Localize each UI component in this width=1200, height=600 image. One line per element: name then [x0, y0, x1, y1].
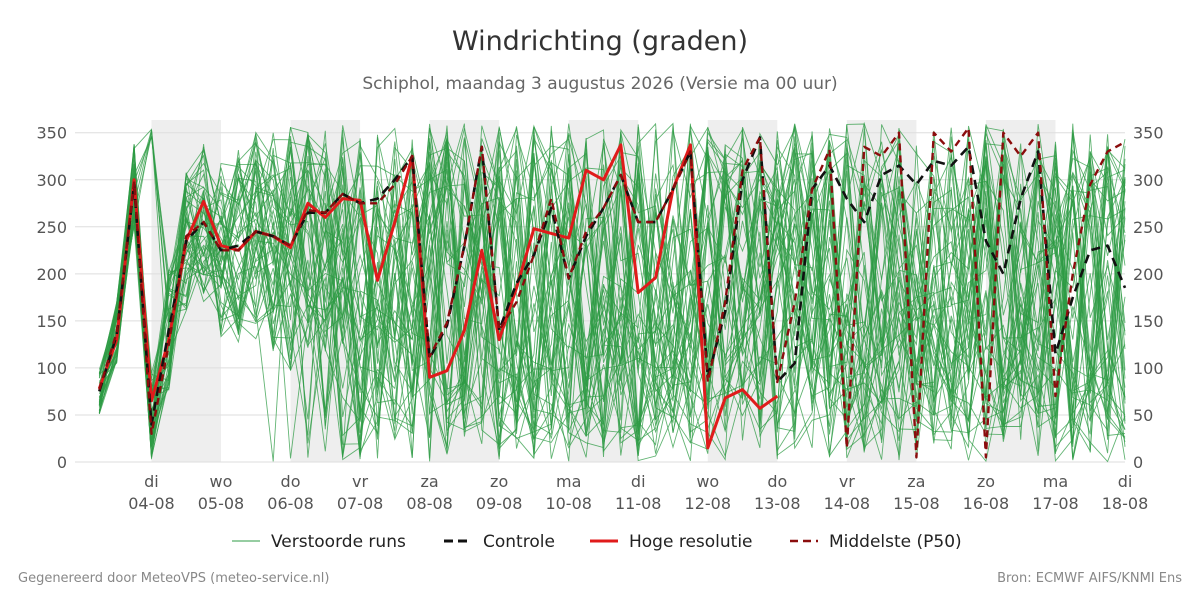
ensemble-member-44 — [98, 125, 1126, 458]
legend-label-control: Controle — [483, 532, 555, 552]
x-tick-date-07-08: 07-08 — [337, 494, 384, 513]
y-tick-left-250: 250 — [36, 218, 67, 237]
x-tick-day-04-08: di — [144, 472, 159, 491]
y-tick-left-100: 100 — [36, 359, 67, 378]
x-tick-date-10-08: 10-08 — [545, 494, 592, 513]
ensemble-member-47 — [98, 126, 1126, 459]
y-tick-right-50: 50 — [1133, 406, 1153, 425]
ensemble-member-38 — [98, 123, 1126, 442]
y-tick-right-300: 300 — [1133, 171, 1164, 190]
x-tick-day-08-08: za — [421, 472, 439, 491]
y-tick-right-0: 0 — [1133, 453, 1143, 472]
ensemble-member-49 — [98, 139, 1126, 460]
x-tick-day-17-08: ma — [1043, 472, 1068, 491]
x-tick-day-10-08: ma — [556, 472, 581, 491]
legend-label-ensemble: Verstoorde runs — [271, 532, 406, 552]
y-tick-left-50: 50 — [47, 406, 67, 425]
x-tick-date-05-08: 05-08 — [198, 494, 245, 513]
y-tick-left-150: 150 — [36, 312, 67, 331]
footer-source: Bron: ECMWF AIFS/KNMI Ens — [997, 571, 1182, 586]
legend: Verstoorde runs Controle Hoge resolutie Mid… — [232, 532, 962, 552]
x-tick-date-04-08: 04-08 — [128, 494, 175, 513]
ensemble-member-42 — [98, 131, 1126, 443]
ensemble-member-48 — [98, 128, 1126, 461]
series-high-resolution — [97, 143, 779, 450]
ensemble-member-37 — [98, 130, 1126, 450]
y-tick-right-350: 350 — [1133, 124, 1164, 143]
y-tick-right-250: 250 — [1133, 218, 1164, 237]
x-tick-day-12-08: wo — [696, 472, 719, 491]
x-tick-date-17-08: 17-08 — [1032, 494, 1079, 513]
y-axis-ticks: 0 0 50 50 100 100 150 150 200 200 250 250 300 300 350 3… — [36, 124, 1163, 472]
series-control — [98, 136, 1127, 426]
x-tick-date-06-08: 06-08 — [267, 494, 314, 513]
legend-label-median: Middelste (P50) — [829, 532, 962, 552]
ensemble-member-4 — [98, 135, 1126, 447]
x-tick-day-15-08: za — [907, 472, 925, 491]
ensemble-member-50 — [98, 128, 1126, 461]
x-tick-day-11-08: di — [631, 472, 646, 491]
x-tick-day-05-08: wo — [210, 472, 233, 491]
x-tick-day-14-08: vr — [839, 472, 855, 491]
chart-subtitle: Schiphol, maandag 3 augustus 2026 (Versi… — [362, 74, 837, 94]
ensemble-member-31 — [98, 135, 1126, 433]
footer-generated-by: Gegenereerd door MeteoVPS (meteo-service… — [18, 571, 330, 586]
x-tick-day-06-08: do — [281, 472, 301, 491]
x-tick-date-18-08: 18-08 — [1102, 494, 1149, 513]
x-tick-date-11-08: 11-08 — [615, 494, 662, 513]
ensemble-member-39 — [98, 130, 1126, 460]
x-tick-date-15-08: 15-08 — [893, 494, 940, 513]
x-tick-day-07-08: vr — [352, 472, 368, 491]
ensemble-member-43 — [98, 125, 1126, 461]
x-tick-date-13-08: 13-08 — [754, 494, 801, 513]
x-tick-date-14-08: 14-08 — [824, 494, 871, 513]
x-tick-date-09-08: 09-08 — [476, 494, 523, 513]
x-tick-day-13-08: do — [767, 472, 787, 491]
y-tick-left-0: 0 — [57, 453, 67, 472]
legend-label-high_res: Hoge resolutie — [629, 532, 753, 552]
chart-title: Windrichting (graden) — [452, 26, 748, 57]
y-tick-left-300: 300 — [36, 171, 67, 190]
y-tick-right-100: 100 — [1133, 359, 1164, 378]
y-tick-right-200: 200 — [1133, 265, 1164, 284]
x-tick-date-08-08: 08-08 — [406, 494, 453, 513]
y-tick-right-150: 150 — [1133, 312, 1164, 331]
x-axis-ticks: di 04-08 wo 05-08 do 06-08 vr 07-08 za 08-08 zo 09-… — [128, 472, 1148, 513]
main-series-lines — [97, 126, 1127, 459]
ensemble-member-10 — [98, 126, 1126, 443]
x-tick-day-18-08: di — [1118, 472, 1133, 491]
y-tick-left-200: 200 — [36, 265, 67, 284]
ensemble-member-45 — [98, 124, 1126, 462]
x-tick-day-16-08: zo — [977, 472, 995, 491]
x-tick-date-12-08: 12-08 — [685, 494, 732, 513]
x-tick-date-16-08: 16-08 — [963, 494, 1010, 513]
y-tick-left-350: 350 — [36, 124, 67, 143]
ensemble-member-24 — [98, 127, 1126, 463]
x-tick-day-09-08: zo — [490, 472, 508, 491]
ensemble-member-32 — [98, 123, 1126, 461]
